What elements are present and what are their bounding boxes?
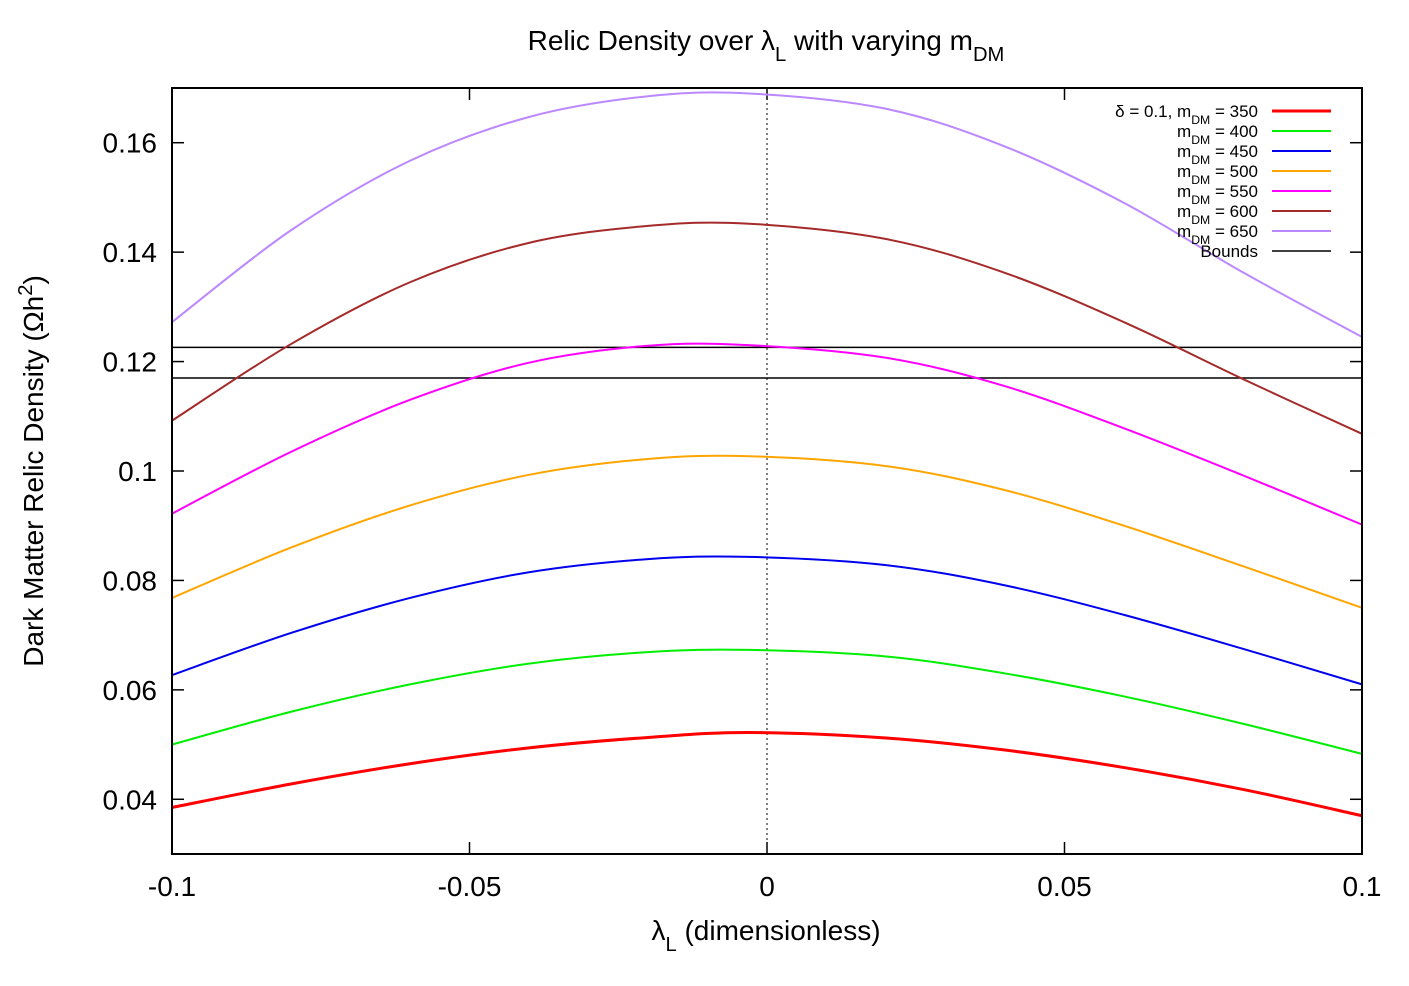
y-tick-label: 0.14	[103, 237, 158, 268]
legend-label: mDM = 600	[1177, 202, 1258, 227]
series-line-600	[171, 221, 1363, 435]
legend-label: mDM = 550	[1177, 182, 1258, 207]
legend-label: mDM = 500	[1177, 162, 1258, 187]
x-axis-label: λL (dimensionless)	[651, 915, 880, 956]
chart-title: Relic Density over λL with varying mDM	[528, 25, 1005, 66]
y-tick-label: 0.16	[103, 128, 158, 159]
legend-label: mDM = 450	[1177, 142, 1258, 167]
x-tick-label: -0.1	[148, 871, 196, 902]
series-line-450	[171, 555, 1363, 686]
series-line-500	[171, 454, 1363, 609]
y-tick-label: 0.08	[103, 565, 158, 596]
legend-label: mDM = 650	[1177, 222, 1258, 247]
x-tick-label: -0.05	[438, 871, 502, 902]
legend-label: δ = 0.1, mDM = 350	[1115, 102, 1258, 127]
y-tick-label: 0.12	[103, 347, 158, 378]
series-line-400	[171, 648, 1363, 755]
series-line-550	[171, 342, 1363, 526]
x-tick-label: 0.05	[1037, 871, 1092, 902]
x-tick-label: 0.1	[1343, 871, 1382, 902]
series-line-650	[171, 91, 1363, 338]
legend-label-bounds: Bounds	[1200, 242, 1258, 261]
y-tick-label: 0.1	[118, 456, 157, 487]
plot-frame	[171, 87, 1363, 855]
series-line-350	[171, 731, 1363, 818]
legend-label: mDM = 400	[1177, 122, 1258, 147]
x-tick-label: 0	[759, 871, 775, 902]
y-tick-label: 0.04	[103, 784, 158, 815]
y-axis-label: Dark Matter Relic Density (Ωh2)	[15, 275, 49, 667]
y-tick-label: 0.06	[103, 675, 158, 706]
